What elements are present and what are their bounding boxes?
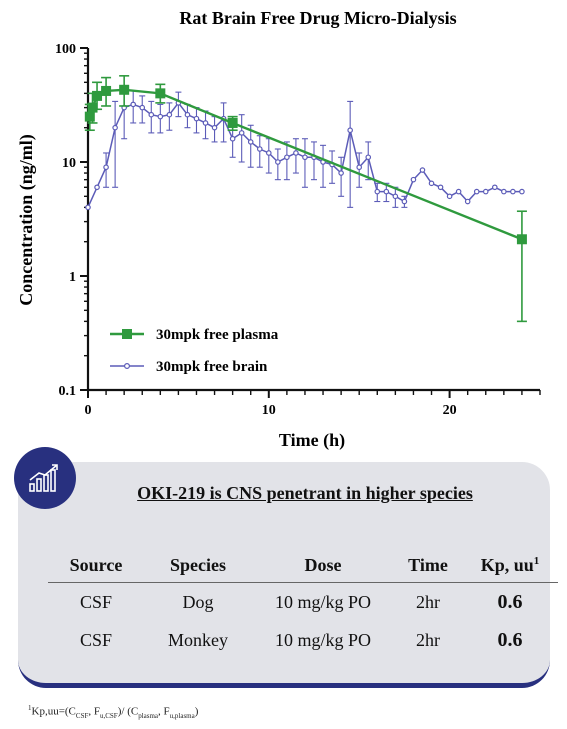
brain-point	[256, 146, 263, 152]
brain-point	[437, 184, 444, 191]
brain-point	[247, 139, 254, 145]
brain-point	[419, 167, 426, 173]
brain-point	[392, 193, 399, 200]
y-tick-label: 10	[62, 156, 76, 171]
brain-point	[501, 188, 507, 195]
brain-point	[166, 111, 173, 118]
brain-point	[519, 188, 525, 195]
legend-plasma-marker	[122, 329, 132, 339]
brain-point	[284, 154, 290, 161]
header-kp-sup: 1	[533, 554, 540, 567]
legend-plasma-label: 30mpk free plasma	[156, 327, 279, 343]
x-tick-label: 10	[262, 403, 276, 418]
cell-source: CSF	[79, 629, 113, 650]
plasma-point	[516, 234, 527, 245]
brain-point	[428, 180, 435, 187]
brain-point	[103, 164, 109, 171]
cell-dose: 10 mg/kg PO	[274, 591, 371, 612]
plasma-point	[155, 88, 166, 99]
brain-point	[148, 111, 155, 118]
brain-point	[401, 198, 408, 205]
brain-point	[302, 154, 308, 161]
x-tick-label: 0	[85, 403, 92, 418]
brain-point	[211, 124, 218, 131]
x-tick-label: 20	[443, 403, 457, 418]
cell-species: Dog	[182, 591, 214, 612]
header-kp: Kp, uu1	[462, 548, 558, 583]
cell-species: Monkey	[168, 629, 228, 650]
footnote: 1Kp,uu=(CCSF, Fu,CSF)/ (Cplasma, Fu,plas…	[28, 704, 199, 720]
header-time: Time	[394, 548, 462, 583]
brain-point	[383, 188, 390, 195]
brain-point	[229, 135, 236, 142]
cell-source: CSF	[79, 591, 113, 612]
chart-title: Rat Brain Free Drug Micro-Dialysis	[179, 8, 456, 28]
x-axis-label: Time (h)	[279, 430, 345, 451]
bar-chart-growth-icon	[14, 447, 76, 509]
table-header-row: Source Species Dose Time Kp, uu1	[48, 548, 558, 583]
header-species: Species	[144, 548, 252, 583]
plasma-point	[119, 84, 130, 95]
cell-time: 2hr	[416, 629, 440, 650]
cell-time: 2hr	[416, 591, 440, 612]
header-kp-label: Kp, uu	[480, 554, 534, 575]
card-title: OKI-219 is CNS penetrant in higher speci…	[137, 483, 473, 503]
brain-point	[139, 104, 146, 111]
brain-point	[130, 101, 137, 108]
table-row: CSF Monkey 10 mg/kg PO 2hr 0.6	[48, 621, 558, 659]
brain-point	[464, 198, 471, 205]
brain-point	[202, 120, 209, 126]
brain-point	[410, 176, 417, 183]
y-axis-label: Concentration (ng/ml)	[16, 134, 37, 305]
brain-point	[193, 115, 200, 122]
plasma-point	[87, 102, 98, 113]
brain-point	[473, 188, 480, 195]
cell-kp: 0.6	[497, 590, 523, 613]
brain-point	[491, 184, 498, 191]
y-tick-label: 1	[69, 270, 76, 285]
axes: 0.1 1 10 100 0 10 20	[55, 42, 541, 418]
legend-brain-label: 30mpk free brain	[156, 359, 268, 375]
plasma-point	[227, 117, 238, 128]
table-row: CSF Dog 10 mg/kg PO 2hr 0.6	[48, 583, 558, 622]
brain-point	[347, 127, 353, 134]
brain-point	[365, 154, 372, 161]
header-dose: Dose	[252, 548, 394, 583]
brain-point	[265, 150, 272, 156]
y-tick-label: 0.1	[59, 384, 77, 399]
header-source: Source	[48, 548, 144, 583]
cell-kp: 0.6	[497, 628, 523, 651]
plasma-series-line	[88, 88, 523, 241]
chart: Rat Brain Free Drug Micro-Dialysis Conce…	[16, 8, 541, 451]
brain-point	[356, 164, 363, 171]
plasma-point	[92, 90, 103, 101]
plasma-point	[84, 111, 95, 122]
brain-point	[238, 130, 245, 136]
cell-dose: 10 mg/kg PO	[274, 629, 371, 650]
plasma-point	[101, 85, 112, 96]
brain-point	[482, 188, 489, 195]
brain-point	[275, 159, 281, 165]
y-tick-label: 100	[55, 42, 76, 57]
brain-point	[184, 111, 191, 118]
brain-point	[157, 113, 164, 120]
brain-point	[374, 188, 381, 195]
brain-point	[446, 193, 453, 200]
brain-point	[338, 170, 344, 176]
brain-point	[112, 124, 118, 131]
legend-brain-marker	[123, 363, 130, 370]
brain-point	[94, 184, 100, 191]
kp-table: Source Species Dose Time Kp, uu1 CSF Dog…	[48, 548, 558, 659]
plot-area	[84, 75, 527, 323]
legend: 30mpk free plasma 30mpk free brain	[110, 327, 279, 375]
brain-point	[510, 188, 516, 195]
brain-point	[85, 204, 91, 211]
brain-point	[455, 188, 462, 195]
brain-point	[293, 150, 299, 156]
